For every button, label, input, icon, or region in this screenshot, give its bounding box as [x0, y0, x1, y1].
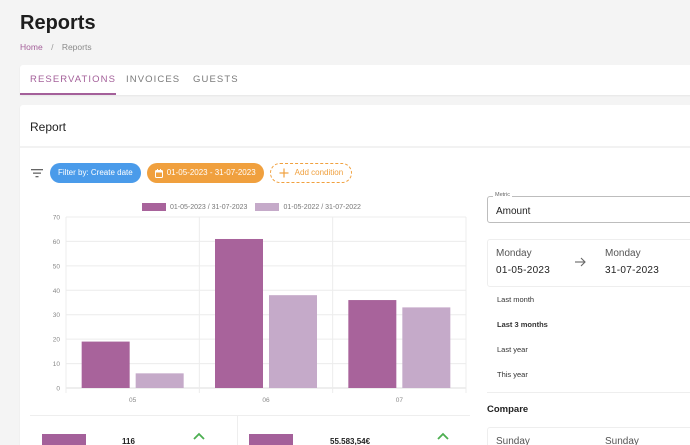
y-tick-label: 50 — [53, 263, 61, 270]
y-tick-label: 30 — [53, 312, 61, 319]
summary-divider — [237, 416, 238, 445]
tabs-bar: RESERVATIONS INVOICES GUESTS — [20, 65, 690, 95]
report-title: Report — [20, 105, 690, 148]
stat-value-amount: 55.583,54€ — [330, 437, 371, 445]
x-tick-label: 06 — [262, 397, 270, 404]
bar-current[interactable] — [81, 341, 130, 388]
compare-start-day: Sunday — [496, 436, 530, 445]
bar-current[interactable] — [215, 238, 263, 388]
legend-label-current: 01-05-2023 / 31-07-2023 — [170, 203, 248, 211]
filter-by-label: Filter by: Create date — [58, 168, 133, 177]
legend-swatch-current — [142, 203, 166, 211]
arrow-right-icon — [575, 257, 586, 267]
preset-last-3-months[interactable]: Last 3 months — [497, 320, 548, 329]
metric-label: Metric — [493, 192, 512, 198]
y-tick-label: 20 — [53, 337, 61, 344]
date-range-label: 01-05-2023 - 31-07-2023 — [166, 168, 256, 177]
bar-previous[interactable] — [135, 373, 184, 388]
x-tick-label: 05 — [129, 397, 137, 404]
stat-value-reservations: 116 — [122, 437, 135, 445]
breadcrumb: Home / Reports — [20, 42, 92, 52]
preset-last-year[interactable]: Last year — [497, 345, 528, 354]
page-title: Reports — [20, 12, 96, 34]
plus-icon — [279, 168, 289, 178]
compare-title: Compare — [487, 404, 529, 415]
x-tick-label: 07 — [396, 397, 404, 404]
metric-select[interactable]: Metric Amount — [487, 192, 690, 223]
bar-previous[interactable] — [402, 307, 451, 388]
tab-invoices[interactable]: INVOICES — [126, 74, 181, 85]
legend-label-previous: 01-05-2022 / 31-07-2022 — [283, 203, 361, 211]
legend-item-previous[interactable]: 01-05-2022 / 31-07-2022 — [255, 203, 361, 211]
y-tick-label: 60 — [53, 239, 61, 246]
y-tick-label: 40 — [53, 288, 61, 295]
range-end-date[interactable]: 31-07-2023 — [605, 265, 660, 276]
range-end-day: Monday — [605, 248, 641, 259]
preset-this-year[interactable]: This year — [497, 370, 528, 379]
date-range-chip[interactable]: 01-05-2023 - 31-07-2023 — [146, 163, 264, 183]
legend-item-current[interactable]: 01-05-2023 / 31-07-2023 — [142, 203, 247, 211]
range-start-date[interactable]: 01-05-2023 — [496, 265, 551, 276]
preset-last-month[interactable]: Last month — [497, 295, 535, 304]
preset-separator — [487, 392, 690, 393]
compare-range-picker[interactable]: Sunday Sunday — [487, 427, 690, 445]
bar-chart: 0 10 20 30 40 50 60 70 05 06 07 — [53, 215, 467, 404]
breadcrumb-home-link[interactable]: Home — [20, 42, 43, 52]
summary-separator — [30, 415, 470, 416]
stat-swatch-reservations — [42, 434, 86, 445]
breadcrumb-separator: / — [51, 42, 54, 52]
filter-by-chip[interactable]: Filter by: Create date — [50, 163, 141, 183]
date-range-picker[interactable]: Monday 01-05-2023 Monday 31-07-2023 — [487, 239, 690, 287]
metric-value: Amount — [496, 206, 531, 217]
calendar-icon — [154, 168, 163, 178]
range-start-day: Monday — [496, 248, 532, 259]
chart-legend: 01-05-2023 / 31-07-2023 01-05-2022 / 31-… — [142, 203, 369, 211]
add-condition-label: Add condition — [294, 168, 344, 177]
trend-up-icon — [437, 432, 449, 440]
add-condition-button[interactable]: Add condition — [269, 163, 353, 183]
bar-current[interactable] — [348, 300, 397, 388]
filter-icon[interactable] — [30, 167, 44, 179]
stat-swatch-amount — [249, 434, 293, 445]
tab-guests[interactable]: GUESTS — [193, 74, 239, 85]
bar-previous[interactable] — [269, 295, 317, 388]
filter-row: Filter by: Create date 01-05-2023 - 31-0… — [30, 163, 358, 183]
trend-up-icon — [193, 432, 205, 440]
compare-end-day: Sunday — [605, 436, 639, 445]
y-tick-label: 0 — [56, 386, 60, 393]
tab-reservations[interactable]: RESERVATIONS — [20, 65, 116, 95]
y-tick-label: 10 — [53, 361, 61, 368]
y-tick-label: 70 — [53, 215, 61, 222]
breadcrumb-current: Reports — [61, 42, 92, 52]
legend-swatch-previous — [255, 203, 280, 211]
